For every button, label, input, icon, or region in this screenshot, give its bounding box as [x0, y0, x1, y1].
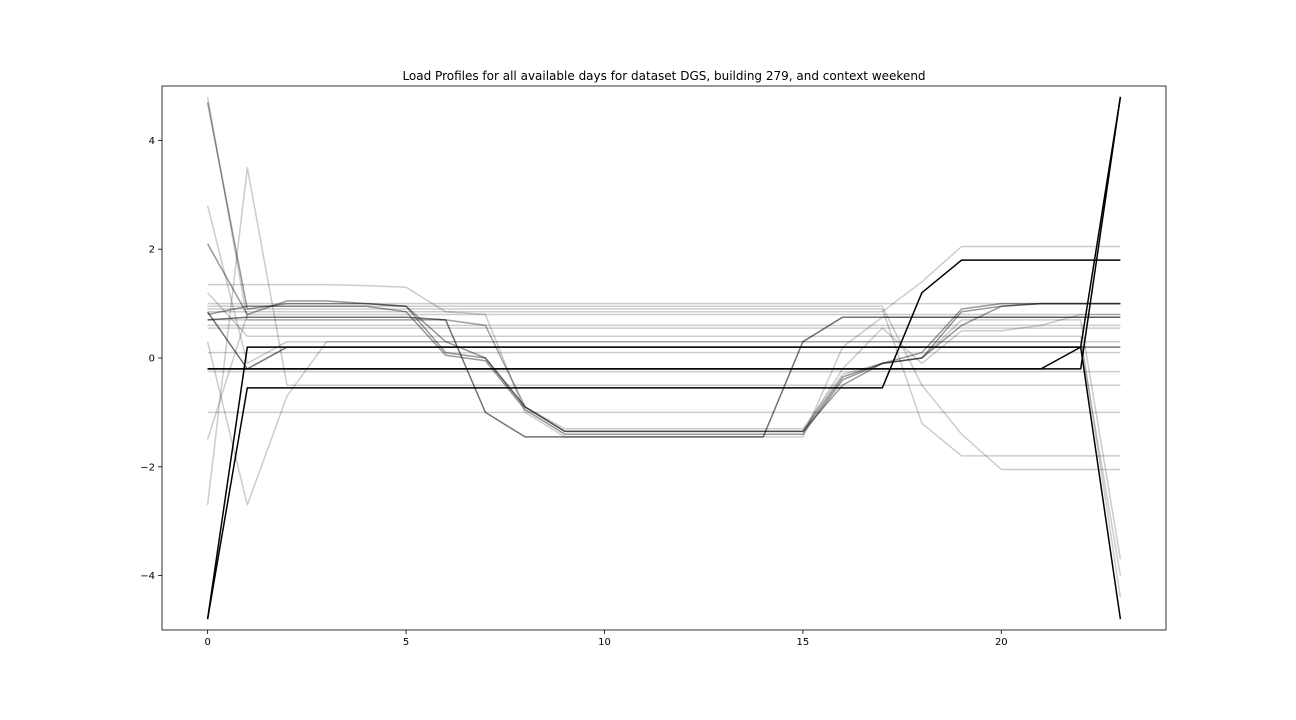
- series-line-15: [207, 305, 1121, 471]
- x-tick-label: 20: [995, 637, 1008, 648]
- series-layer: [206, 96, 1122, 620]
- series-line-2: [206, 205, 1122, 576]
- y-tick-label: −4: [140, 571, 155, 582]
- y-axis: −4 −2 0 2 4: [140, 136, 162, 582]
- series-line-6: [206, 340, 1121, 506]
- series-line-26: [207, 346, 1122, 620]
- series-line-18: [206, 102, 1121, 433]
- x-tick-label: 5: [403, 637, 409, 648]
- y-tick-label: −2: [140, 462, 155, 473]
- y-tick-label: 2: [149, 245, 155, 256]
- series-line-23: [206, 96, 1122, 620]
- plot-area-frame: [161, 85, 1167, 631]
- x-axis: 0 5 10 15 20: [204, 630, 1008, 648]
- series-line-4: [206, 166, 1121, 505]
- y-tick-label: 4: [149, 136, 155, 147]
- series-line-1: [206, 96, 1122, 560]
- y-tick-label: 0: [149, 354, 155, 365]
- series-line-5: [206, 313, 1121, 440]
- series-line-14: [207, 245, 1121, 313]
- series-line-22: [207, 316, 1121, 438]
- series-line-19: [206, 243, 1121, 433]
- x-tick-label: 15: [797, 637, 810, 648]
- x-tick-label: 0: [204, 637, 210, 648]
- series-line-13: [207, 308, 1121, 457]
- x-tick-label: 10: [598, 637, 611, 648]
- series-line-3: [207, 292, 1122, 598]
- chart-title: Load Profiles for all available days for…: [402, 69, 925, 83]
- series-line-17: [207, 313, 1121, 433]
- series-line-20: [207, 302, 1121, 435]
- series-line-12: [207, 283, 1121, 438]
- series-line-24: [206, 259, 1121, 620]
